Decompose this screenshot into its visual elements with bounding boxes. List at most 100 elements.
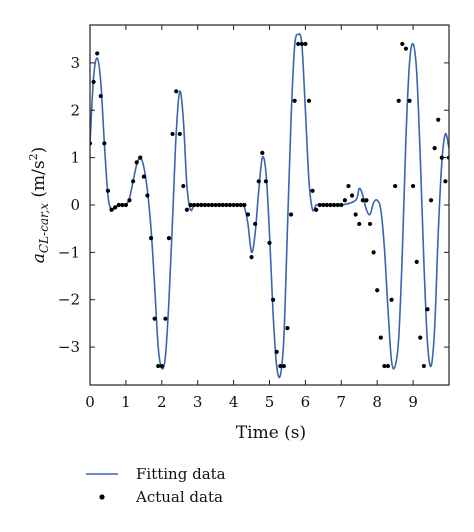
actual-data-point xyxy=(253,221,258,227)
x-tick-label: 5 xyxy=(265,393,275,411)
actual-data-point xyxy=(317,202,322,208)
actual-data-point xyxy=(217,202,222,208)
actual-data-point xyxy=(152,316,157,321)
actual-data-point xyxy=(346,183,351,189)
actual-data-point xyxy=(367,221,373,227)
legend-label-fitting: Fitting data xyxy=(136,465,226,483)
x-tick-label: 6 xyxy=(301,393,311,411)
actual-data-point xyxy=(91,79,96,84)
actual-data-point xyxy=(102,141,107,146)
actual-data-point xyxy=(249,255,254,260)
x-tick-label: 0 xyxy=(85,393,95,411)
actual-data-point xyxy=(220,202,225,208)
actual-data-point xyxy=(425,307,430,312)
actual-data-point xyxy=(95,51,100,56)
actual-data-point xyxy=(411,183,416,189)
actual-data-point xyxy=(224,202,229,208)
actual-data-point xyxy=(270,297,276,302)
actual-data-point xyxy=(292,98,297,103)
actual-data-point xyxy=(324,202,330,208)
actual-data-point xyxy=(156,363,161,369)
actual-data-point xyxy=(342,198,347,203)
actual-data-point xyxy=(188,202,193,208)
y-tick-label: −1 xyxy=(58,243,80,261)
actual-data-point xyxy=(123,202,128,208)
x-tick-label: 9 xyxy=(408,393,418,411)
y-axis-label-unit: (m/s xyxy=(29,160,49,203)
x-tick-label: 8 xyxy=(372,393,382,411)
actual-data-point xyxy=(306,98,312,103)
actual-data-point xyxy=(400,41,405,47)
actual-data-point xyxy=(98,93,103,99)
actual-data-point xyxy=(353,212,358,217)
actual-data-point xyxy=(335,202,340,208)
y-axis-label: aCL-car,x (m/s2) xyxy=(27,147,51,263)
actual-data-point xyxy=(389,297,394,302)
actual-data-point xyxy=(170,131,175,137)
actual-data-point xyxy=(195,202,200,208)
actual-data-point xyxy=(177,131,182,137)
actual-data-point xyxy=(421,363,426,369)
actual-data-point xyxy=(267,240,272,245)
actual-data-point xyxy=(260,150,265,155)
y-axis-label-unit-close: ) xyxy=(29,147,49,154)
actual-data-point xyxy=(134,160,139,165)
actual-data-point xyxy=(332,202,337,208)
actual-data-point xyxy=(202,202,207,208)
actual-data-point xyxy=(310,188,315,193)
actual-data-point xyxy=(105,188,111,193)
actual-data-point xyxy=(166,236,172,241)
actual-data-point xyxy=(328,202,333,208)
actual-data-point xyxy=(314,207,319,212)
actual-data-point xyxy=(274,349,279,354)
actual-data-point xyxy=(396,98,401,103)
actual-data-point xyxy=(364,198,369,203)
y-tick-label: 2 xyxy=(70,101,80,119)
actual-data-point xyxy=(360,198,365,203)
actual-data-point xyxy=(385,363,391,369)
actual-data-point xyxy=(163,316,168,321)
actual-data-point xyxy=(371,250,376,255)
actual-data-point xyxy=(263,179,269,184)
actual-data-point xyxy=(206,202,211,208)
actual-data-point xyxy=(299,41,304,47)
actual-data-point xyxy=(181,183,186,189)
actual-data-point xyxy=(130,179,136,184)
x-tick-label: 3 xyxy=(193,393,203,411)
actual-data-point xyxy=(285,326,290,331)
x-tick-label: 7 xyxy=(337,393,347,411)
actual-data-point xyxy=(278,363,283,369)
actual-data-point xyxy=(403,46,409,51)
actual-data-point xyxy=(109,207,114,212)
actual-data-point xyxy=(393,183,398,189)
x-axis-label: Time (s) xyxy=(236,423,306,443)
actual-data-point xyxy=(378,335,383,340)
legend-label-actual: Actual data xyxy=(135,488,223,506)
actual-data-point xyxy=(113,205,118,210)
actual-data-point xyxy=(138,155,143,160)
actual-data-point xyxy=(120,202,125,208)
actual-data-point xyxy=(321,202,326,208)
x-tick-label: 4 xyxy=(229,393,239,411)
actual-data-point xyxy=(192,202,197,208)
actual-data-point xyxy=(174,89,179,94)
actual-data-point xyxy=(339,202,344,208)
y-tick-label: 3 xyxy=(70,54,80,72)
actual-data-point xyxy=(235,202,240,208)
actual-data-point xyxy=(439,155,444,160)
actual-data-point xyxy=(145,193,150,198)
x-tick-label: 1 xyxy=(121,393,131,411)
actual-data-point xyxy=(443,179,448,184)
x-axis-ticks: 0 1 2 3 4 5 6 7 8 9 xyxy=(85,25,418,411)
actual-data-point xyxy=(357,221,362,227)
actual-data-point xyxy=(432,146,437,151)
y-tick-label: 0 xyxy=(70,196,80,214)
actual-data-point xyxy=(199,202,204,208)
actual-data-point xyxy=(375,288,380,293)
actual-data-point xyxy=(281,363,286,369)
actual-data-point xyxy=(227,202,233,208)
actual-data-point xyxy=(382,363,387,369)
plot-area-frame xyxy=(89,24,450,386)
